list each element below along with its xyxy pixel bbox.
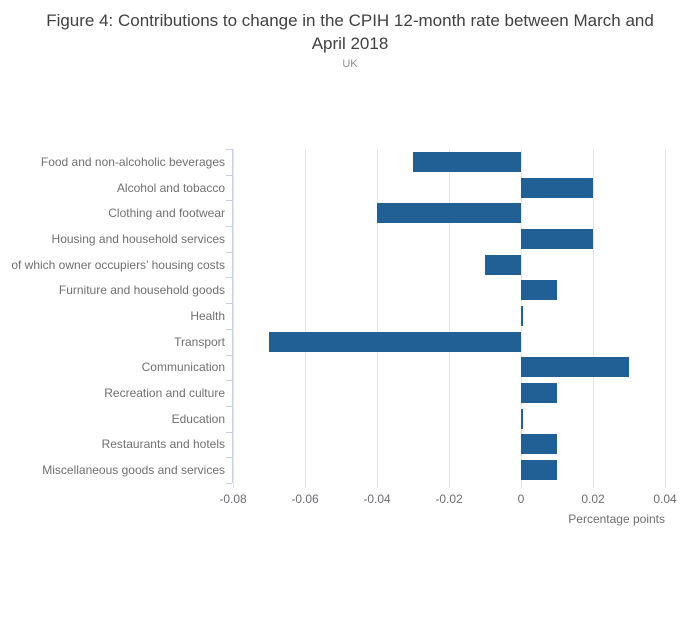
x-tick-label--0.08: -0.08 (219, 492, 247, 506)
y-axis-tick (226, 225, 232, 227)
bar-food-and-non-alcoholic-beverages (413, 152, 521, 172)
category-label: Health (190, 309, 225, 323)
x-tick-label--0.02: -0.02 (435, 492, 463, 506)
category-label: of which owner occupiers’ housing costs (11, 258, 225, 272)
bar-recreation-and-culture (521, 383, 557, 403)
bar-housing-and-household-services (521, 229, 593, 249)
gridline-x--0.06 (304, 149, 306, 483)
y-axis-tick (226, 354, 232, 356)
bar-health (521, 306, 523, 326)
x-axis-tick (592, 483, 594, 488)
y-axis-tick (226, 379, 232, 381)
x-tick-label-0.04: 0.04 (653, 492, 677, 506)
gridline-x--0.04 (376, 149, 378, 483)
x-tick-label-0.02: 0.02 (581, 492, 605, 506)
bar-transport (269, 332, 521, 352)
category-label: Education (171, 412, 225, 426)
x-axis-tick (520, 483, 522, 488)
gridline-x-0.04 (664, 149, 666, 483)
bar-alcohol-and-tobacco (521, 178, 593, 198)
category-label: Miscellaneous goods and services (42, 463, 225, 477)
y-axis-line (232, 149, 233, 483)
category-label: Food and non-alcoholic beverages (40, 155, 225, 169)
bar-of-which-owner-occupiers-housing-costs (485, 255, 521, 275)
x-axis-tick (448, 483, 450, 488)
bar-clothing-and-footwear (377, 203, 521, 223)
bar-furniture-and-household-goods (521, 280, 557, 300)
bar-communication (521, 357, 629, 377)
gridline-x--0.08 (232, 149, 234, 483)
y-axis-tick (226, 405, 232, 407)
x-axis-tick (304, 483, 306, 488)
x-axis-tick (376, 483, 378, 488)
x-axis-title: Percentage points (568, 512, 665, 526)
x-axis-tick (664, 483, 666, 488)
category-label: Housing and household services (51, 232, 225, 246)
category-label: Transport (174, 335, 225, 349)
y-axis-tick (226, 199, 232, 201)
bar-restaurants-and-hotels (521, 434, 557, 454)
y-axis-tick (226, 302, 232, 304)
category-label: Recreation and culture (104, 386, 225, 400)
gridline-x-0.02 (592, 149, 594, 483)
y-axis-tick (226, 456, 232, 458)
y-axis-tick (226, 482, 232, 484)
x-axis-tick (232, 483, 234, 488)
x-tick-label-0: 0 (517, 492, 525, 506)
chart-title: Figure 4: Contributions to change in the… (46, 11, 654, 53)
bar-education (521, 409, 523, 429)
x-tick-label--0.04: -0.04 (363, 492, 391, 506)
category-label: Furniture and household goods (58, 283, 225, 297)
x-tick-label--0.06: -0.06 (291, 492, 319, 506)
category-label: Restaurants and hotels (101, 437, 225, 451)
y-axis-tick (226, 174, 232, 176)
category-label: Communication (141, 360, 225, 374)
category-label: Clothing and footwear (108, 206, 225, 220)
y-axis-tick (226, 328, 232, 330)
bar-miscellaneous-goods-and-services (521, 460, 557, 480)
chart-subtitle: UK (342, 58, 358, 70)
plot-area (226, 148, 666, 488)
y-axis-tick (226, 276, 232, 278)
category-label: Alcohol and tobacco (116, 181, 225, 195)
y-axis-tick (226, 148, 232, 150)
y-axis-tick (226, 251, 232, 253)
y-axis-tick (226, 431, 232, 433)
gridline-x--0.02 (448, 149, 450, 483)
